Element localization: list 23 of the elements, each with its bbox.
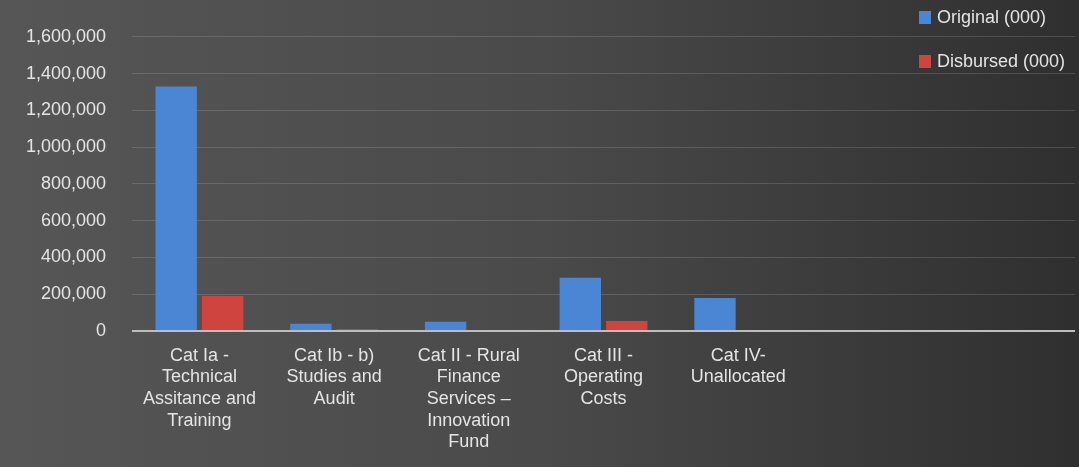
x-tick-label: Cat Ia - Technical Assitance and Training [142,344,256,430]
bar [155,86,197,330]
x-tick-label: Cat III - Operating Costs [564,344,644,408]
y-tick-label: 800,000 [41,172,107,193]
y-tick-label: 400,000 [41,246,107,267]
y-tick-label: 200,000 [41,283,107,304]
bar [201,296,244,330]
y-tick-label: 1,400,000 [26,62,107,83]
y-tick-label: 0 [96,319,107,340]
y-tick-label: 1,200,000 [26,99,107,120]
bar [424,321,467,330]
bar [606,320,648,330]
x-tick-label: Cat Ib - b) Studies and Audit [286,344,382,408]
x-tick-label: Cat IV- Unallocated [690,344,786,387]
y-tick-label: 1,000,000 [26,136,107,157]
legend-label: Disbursed (000) [936,51,1065,72]
bar [290,323,332,330]
y-tick-label: 600,000 [41,209,107,230]
legend-label: Original (000) [936,7,1046,28]
y-tick-label: 1,600,000 [26,25,107,46]
bar [559,277,601,330]
x-tick-label: Cat II - Rural Finance Services – Innovation Fund [417,344,520,452]
bar [694,297,736,330]
